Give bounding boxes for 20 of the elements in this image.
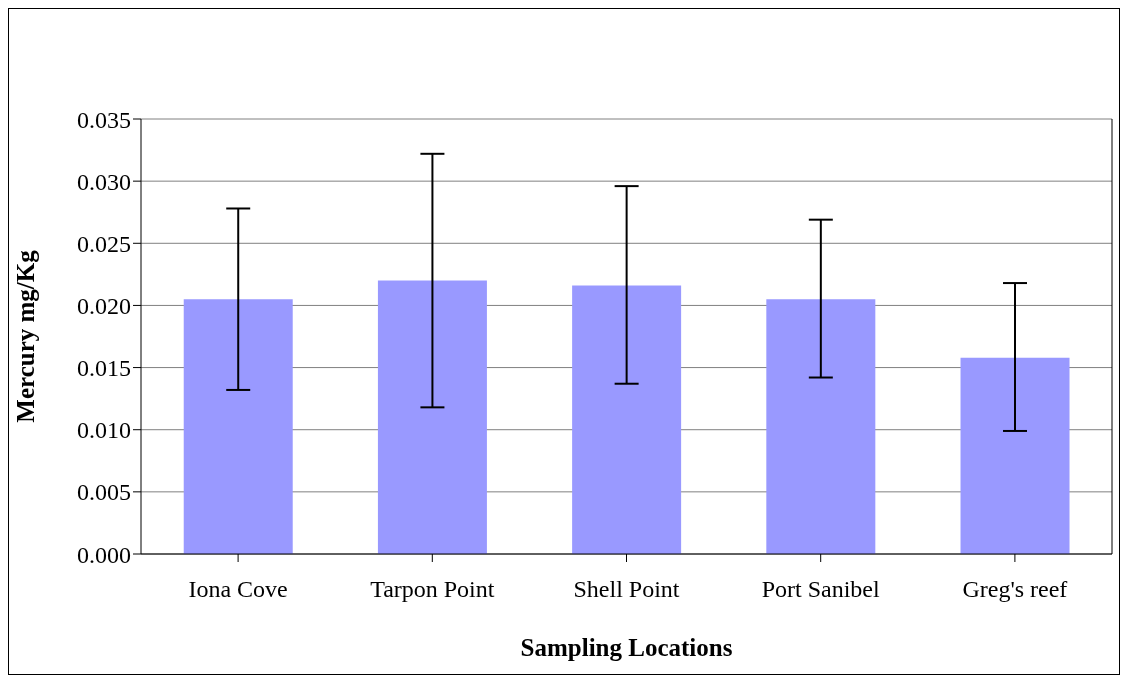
x-tick-label: Tarpon Point — [370, 576, 495, 603]
y-tick-label: 0.030 — [77, 168, 131, 195]
y-tick-label: 0.035 — [77, 106, 131, 133]
y-tick-label: 0.000 — [77, 541, 131, 568]
bar — [183, 299, 293, 554]
y-axis-title: Mercury mg/Kg — [11, 249, 39, 423]
x-axis-title: Sampling Locations — [520, 634, 733, 661]
bar — [766, 299, 876, 554]
x-tick-label: Iona Cove — [188, 576, 288, 603]
x-tick-label: Port Sanibel — [761, 576, 881, 603]
bar — [377, 280, 487, 554]
y-tick-label: 0.015 — [77, 355, 131, 382]
x-tick-label: Greg's reef — [962, 576, 1068, 603]
y-tick-label: 0.020 — [77, 292, 131, 319]
bar — [960, 357, 1070, 554]
y-tick-label: 0.005 — [77, 479, 131, 506]
bar — [572, 285, 682, 554]
x-tick-label: Shell Point — [573, 576, 680, 603]
y-tick-label: 0.025 — [77, 230, 131, 257]
y-tick-label: 0.010 — [77, 417, 131, 444]
